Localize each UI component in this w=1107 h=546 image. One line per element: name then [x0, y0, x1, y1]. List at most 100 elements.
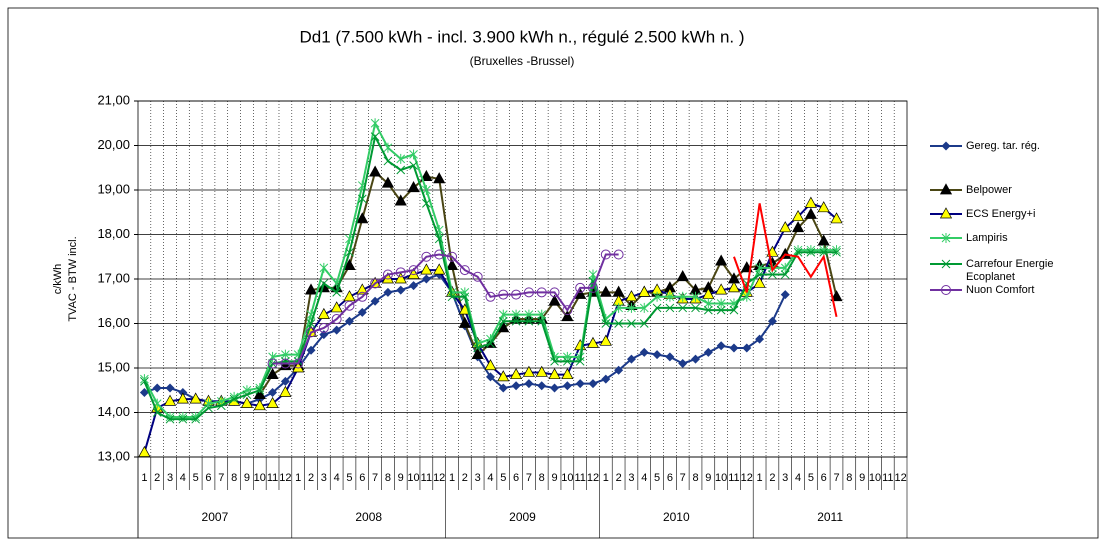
marker [345, 247, 354, 257]
marker [652, 350, 662, 360]
x-tick-label: 6 [359, 472, 365, 484]
legend-label-line: Gereg. tar. rég. [966, 140, 1040, 152]
legend-label-line: Belpower [966, 184, 1012, 196]
x-tick-label: 10 [254, 472, 266, 484]
marker [939, 207, 953, 219]
marker [563, 356, 572, 366]
marker [498, 309, 508, 320]
marker [306, 345, 316, 355]
marker [433, 172, 446, 184]
x-tick-label: 12 [741, 472, 753, 484]
marker [537, 381, 547, 391]
marker [447, 292, 457, 302]
legend-label: Nuon Comfort [966, 284, 1034, 296]
legend-label-line: Lampiris [966, 232, 1008, 244]
x-tick-label: 9 [705, 472, 711, 484]
marker [318, 322, 329, 333]
marker [588, 269, 598, 280]
marker [550, 383, 560, 393]
marker [396, 165, 406, 175]
marker [549, 287, 560, 298]
marker [626, 354, 636, 364]
x-tick-label: 5 [654, 472, 660, 484]
marker [511, 381, 521, 391]
marker [511, 309, 521, 320]
year-label: 2008 [355, 510, 382, 524]
x-tick-label: 3 [321, 472, 327, 484]
x-tick-label: 6 [821, 472, 827, 484]
x-tick-label: 8 [846, 472, 852, 484]
marker [306, 327, 317, 338]
marker [370, 296, 380, 306]
x-tick-label: 11 [574, 472, 585, 484]
marker [498, 316, 508, 326]
marker [691, 354, 701, 364]
marker [229, 394, 239, 404]
marker [253, 399, 266, 411]
marker [727, 281, 741, 293]
marker [627, 319, 636, 328]
marker [639, 302, 649, 313]
marker [780, 290, 790, 300]
marker [652, 303, 662, 313]
marker [510, 367, 523, 380]
marker [678, 291, 688, 302]
marker [614, 365, 624, 375]
x-tick-label: 10 [869, 472, 881, 484]
marker [434, 249, 445, 260]
marker [627, 302, 636, 313]
marker [281, 349, 290, 360]
marker [536, 287, 547, 298]
legend-label: Belpower [966, 184, 1012, 196]
marker [742, 291, 752, 302]
marker [191, 414, 201, 424]
legend-label-line: Nuon Comfort [966, 284, 1034, 296]
x-tick-label: 8 [385, 472, 391, 484]
marker [163, 394, 177, 406]
marker [614, 319, 623, 328]
marker [176, 392, 189, 404]
x-tick-label: 9 [398, 472, 404, 484]
marker [396, 153, 406, 164]
x-tick-label: 7 [372, 472, 378, 484]
marker [729, 343, 739, 353]
x-tick-label: 2 [462, 472, 468, 484]
marker [755, 270, 764, 279]
marker [255, 385, 265, 395]
marker [266, 367, 279, 380]
marker [267, 358, 278, 369]
marker [343, 258, 356, 270]
x-tick-label: 12 [279, 472, 291, 484]
marker [369, 165, 382, 177]
legend-label: ECS Energy+i [966, 208, 1035, 220]
marker [204, 403, 213, 413]
legend-label: Gereg. tar. rég. [966, 140, 1040, 152]
x-tick-label: 1 [295, 472, 301, 484]
marker [535, 365, 548, 377]
marker [819, 247, 829, 257]
x-tick-label: 12 [433, 472, 445, 484]
x-tick-label: 7 [526, 472, 532, 484]
marker [421, 274, 431, 284]
chart-subtitle: (Bruxelles -Brussel) [470, 54, 575, 68]
y-axis-label: TVAC - BTW incl. [67, 236, 79, 321]
y-tick-label: 19,00 [97, 181, 130, 196]
marker [550, 356, 559, 366]
x-tick-label: 7 [218, 472, 224, 484]
marker [356, 212, 369, 224]
marker [420, 263, 433, 275]
marker [755, 262, 764, 273]
marker [793, 247, 803, 257]
marker [561, 367, 574, 380]
x-tick-label: 2 [308, 472, 314, 484]
marker [742, 343, 752, 353]
x-tick-label: 8 [539, 472, 545, 484]
x-tick-label: 4 [641, 472, 647, 484]
marker [484, 359, 497, 371]
x-tick-label: 10 [715, 472, 727, 484]
y-tick-label: 14,00 [97, 404, 130, 419]
marker [716, 298, 726, 309]
marker [485, 372, 495, 382]
marker [755, 334, 765, 344]
x-tick-label: 9 [244, 472, 250, 484]
